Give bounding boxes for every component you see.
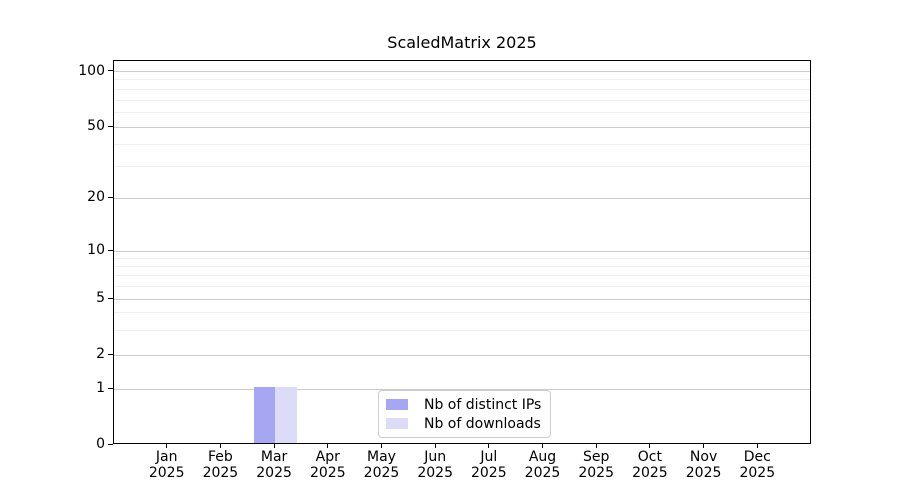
major-gridline-2: [114, 354, 810, 356]
x-tick-label-6: Jul 2025: [470, 449, 507, 481]
legend-swatch-downloads: [386, 418, 408, 429]
x-tick-label-7: Aug 2025: [524, 449, 561, 481]
y-tick-mark-0: [108, 443, 113, 445]
x-tick-mark-1: [219, 443, 221, 448]
y-tick-label-100: 100: [78, 62, 105, 79]
legend-swatch-distinct-ips: [386, 399, 408, 410]
legend-label-downloads: Nb of downloads: [424, 415, 541, 432]
minor-gridline-30: [114, 166, 810, 168]
minor-gridline-6: [114, 285, 810, 287]
major-gridline-100: [114, 71, 810, 72]
y-tick-mark-100: [108, 70, 113, 71]
x-tick-mark-5: [434, 443, 436, 448]
major-gridline-5: [114, 298, 810, 300]
minor-gridline-4: [114, 312, 810, 314]
minor-gridline-9: [114, 257, 810, 259]
y-tick-mark-5: [108, 297, 113, 299]
x-tick-label-5: Jun 2025: [417, 449, 453, 481]
legend-item-downloads: Nb of downloads: [386, 415, 541, 432]
x-tick-mark-9: [649, 443, 651, 448]
y-tick-mark-1: [108, 387, 113, 389]
x-tick-mark-10: [703, 443, 705, 448]
x-tick-mark-3: [327, 443, 329, 448]
x-tick-mark-11: [756, 443, 758, 448]
minor-gridline-70: [114, 99, 810, 101]
legend-item-distinct-ips: Nb of distinct IPs: [386, 396, 541, 413]
y-tick-mark-20: [108, 196, 113, 198]
x-tick-label-8: Sep 2025: [578, 449, 614, 481]
bar-nb-of-distinct-ips-mar-2025: [253, 387, 276, 443]
minor-gridline-90: [114, 79, 810, 81]
y-tick-label-0: 0: [96, 436, 105, 452]
x-tick-mark-7: [542, 443, 543, 448]
major-gridline-1: [114, 388, 810, 390]
y-tick-mark-2: [108, 353, 113, 355]
y-tick-label-2: 2: [96, 346, 105, 362]
x-tick-label-9: Oct 2025: [632, 449, 668, 481]
y-tick-label-10: 10: [87, 242, 105, 258]
x-tick-label-2: Mar 2025: [256, 449, 292, 481]
x-tick-mark-2: [273, 443, 275, 448]
minor-gridline-7: [114, 275, 810, 277]
minor-gridline-40: [114, 143, 810, 145]
x-tick-mark-0: [166, 443, 168, 448]
minor-gridline-3: [114, 329, 810, 331]
x-tick-label-4: May 2025: [363, 449, 400, 481]
y-tick-label-5: 5: [96, 290, 105, 306]
x-tick-label-10: Nov 2025: [685, 449, 722, 481]
chart-title: ScaledMatrix 2025: [387, 33, 537, 52]
legend-label-distinct-ips: Nb of distinct IPs: [424, 396, 542, 413]
legend: Nb of distinct IPs Nb of downloads: [378, 390, 552, 438]
x-tick-label-3: Apr 2025: [309, 449, 346, 481]
x-tick-mark-6: [488, 443, 490, 448]
y-tick-mark-10: [108, 249, 113, 251]
y-tick-label-50: 50: [87, 118, 105, 134]
major-gridline-10: [114, 250, 810, 252]
y-tick-mark-50: [108, 125, 113, 127]
x-tick-label-0: Jan 2025: [148, 449, 185, 481]
y-tick-label-1: 1: [96, 380, 105, 396]
bar-nb-of-downloads-mar-2025: [275, 387, 297, 443]
x-tick-mark-4: [381, 443, 382, 448]
y-tick-label-20: 20: [87, 189, 105, 205]
x-tick-label-1: Feb 2025: [202, 449, 239, 481]
major-gridline-20: [114, 197, 810, 199]
minor-gridline-8: [114, 266, 810, 267]
minor-gridline-80: [114, 88, 810, 90]
major-gridline-50: [114, 126, 810, 128]
minor-gridline-60: [114, 111, 810, 113]
x-tick-label-11: Dec 2025: [739, 449, 776, 481]
plot-area: [113, 60, 811, 444]
x-tick-mark-8: [595, 443, 597, 448]
